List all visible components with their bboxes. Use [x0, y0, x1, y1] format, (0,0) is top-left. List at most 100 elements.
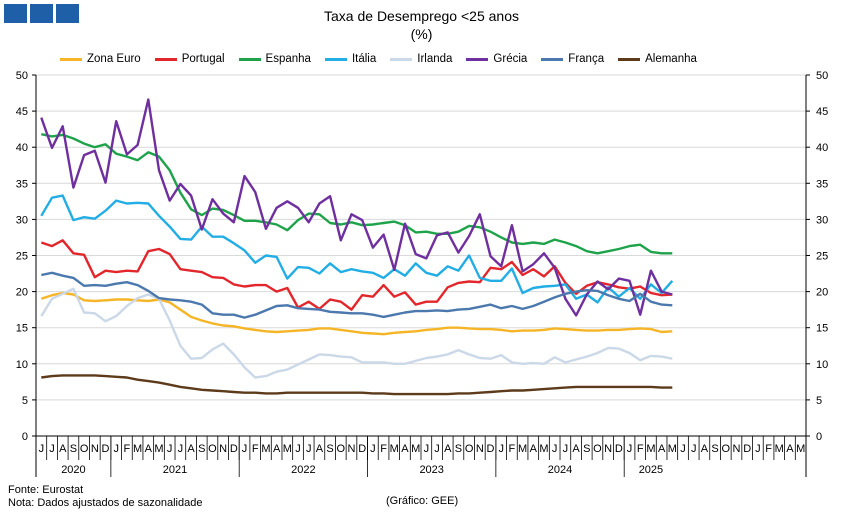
x-tick-label: N: [219, 443, 227, 455]
chart-title: Taxa de Desemprego <25 anos: [324, 8, 519, 24]
legend-swatch: [324, 57, 347, 61]
x-tick-label: F: [380, 443, 387, 455]
logo-square-2: [30, 4, 53, 23]
x-tick-label: S: [583, 443, 590, 455]
legend-label: Alemanha: [645, 53, 697, 65]
x-tick-label: J: [691, 443, 697, 455]
legend-item: França: [541, 53, 604, 65]
x-tick-label: N: [348, 443, 356, 455]
x-tick-label: M: [775, 443, 784, 455]
y-tick-label-left: 35: [16, 178, 28, 190]
y-tick-label-right: 30: [816, 214, 828, 226]
x-tick-label: M: [539, 443, 548, 455]
x-tick-label: A: [316, 443, 324, 455]
logo-square-1: [4, 4, 27, 23]
legend-label: Portugal: [181, 53, 225, 65]
legend-label: Irlanda: [417, 53, 453, 65]
legend-item: Alemanha: [618, 53, 697, 65]
y-tick-label-right: 10: [816, 359, 828, 371]
x-tick-label: A: [530, 443, 538, 455]
y-tick-label-left: 20: [16, 287, 28, 299]
x-tick-label: D: [615, 443, 623, 455]
legend-label: França: [568, 53, 605, 65]
legend-swatch: [618, 57, 641, 61]
x-tick-label: O: [465, 443, 474, 455]
x-tick-label: D: [358, 443, 366, 455]
x-tick-label: N: [91, 443, 99, 455]
x-tick-label: D: [487, 443, 495, 455]
x-tick-label: S: [326, 443, 333, 455]
series-line-irlanda: [40, 287, 673, 379]
y-tick-label-right: 25: [816, 251, 828, 263]
x-tick-label: M: [390, 443, 399, 455]
x-tick-label: J: [242, 443, 248, 455]
legend-item: Irlanda: [390, 53, 452, 65]
y-tick-label-right: 40: [816, 142, 828, 154]
x-tick-label: J: [39, 443, 45, 455]
x-tick-label: M: [154, 443, 163, 455]
x-tick-label: F: [765, 443, 772, 455]
x-tick-label: J: [498, 443, 504, 455]
x-tick-label: D: [743, 443, 751, 455]
x-tick-label: N: [476, 443, 484, 455]
x-tick-label: A: [273, 443, 281, 455]
x-tick-label: O: [337, 443, 346, 455]
x-tick-label: M: [261, 443, 270, 455]
x-tick-label: S: [70, 443, 77, 455]
year-label: 2022: [291, 464, 315, 476]
x-tick-label: N: [604, 443, 612, 455]
legend-swatch: [466, 57, 489, 61]
legend-label: Zona Euro: [87, 53, 141, 65]
x-tick-label: S: [455, 443, 462, 455]
legend-item: Grécia: [466, 53, 527, 65]
x-tick-label: S: [198, 443, 205, 455]
y-tick-label-left: 10: [16, 359, 28, 371]
y-tick-label-left: 45: [16, 106, 28, 118]
legend-label: Grécia: [493, 53, 528, 65]
y-tick-label-right: 20: [816, 287, 828, 299]
y-tick-label-right: 35: [816, 178, 828, 190]
x-tick-label: O: [722, 443, 731, 455]
x-tick-label: O: [80, 443, 89, 455]
x-tick-label: M: [646, 443, 655, 455]
x-tick-label: A: [59, 443, 67, 455]
legend-label: Espanha: [265, 53, 311, 65]
y-tick-label-left: 15: [16, 323, 28, 335]
chart-subtitle: (%): [410, 26, 433, 42]
y-tick-label-right: 0: [816, 431, 822, 443]
year-label: 2024: [548, 464, 572, 476]
x-tick-label: M: [518, 443, 527, 455]
chart-legend: Zona Euro Portugal Espanha Itália Irlanda Gré…: [60, 53, 711, 65]
y-tick-label-left: 50: [16, 70, 28, 82]
x-tick-label: J: [552, 443, 558, 455]
series-line-portugal: [40, 239, 673, 311]
y-tick-label-left: 25: [16, 251, 28, 263]
x-tick-label: A: [701, 443, 709, 455]
x-tick-label: J: [627, 443, 633, 455]
legend-swatch: [60, 57, 82, 61]
x-tick-label: J: [167, 443, 173, 455]
legend-swatch: [541, 57, 564, 61]
series-line-fran-a: [41, 271, 673, 319]
x-tick-label: A: [658, 443, 666, 455]
x-tick-label: F: [252, 443, 259, 455]
x-tick-label: D: [102, 443, 110, 455]
footer-credit: (Gráfico: GEE): [386, 495, 459, 507]
x-tick-label: A: [572, 443, 580, 455]
legend-item: Espanha: [238, 53, 311, 65]
y-tick-label-right: 50: [816, 70, 828, 82]
y-tick-label-left: 0: [22, 431, 28, 443]
year-label: 2021: [163, 464, 187, 476]
x-tick-label: D: [230, 443, 238, 455]
x-tick-label: A: [145, 443, 153, 455]
series-line-alemanha: [41, 374, 673, 396]
footer-note: Nota: Dados ajustados de sazonalidade: [8, 497, 203, 509]
y-tick-label-left: 40: [16, 142, 28, 154]
series-line-espanha: [41, 133, 673, 255]
logo-square-3: [56, 4, 79, 23]
x-tick-label: N: [733, 443, 741, 455]
y-tick-label-right: 45: [816, 106, 828, 118]
y-tick-label-right: 5: [816, 395, 822, 407]
x-tick-label: A: [444, 443, 452, 455]
